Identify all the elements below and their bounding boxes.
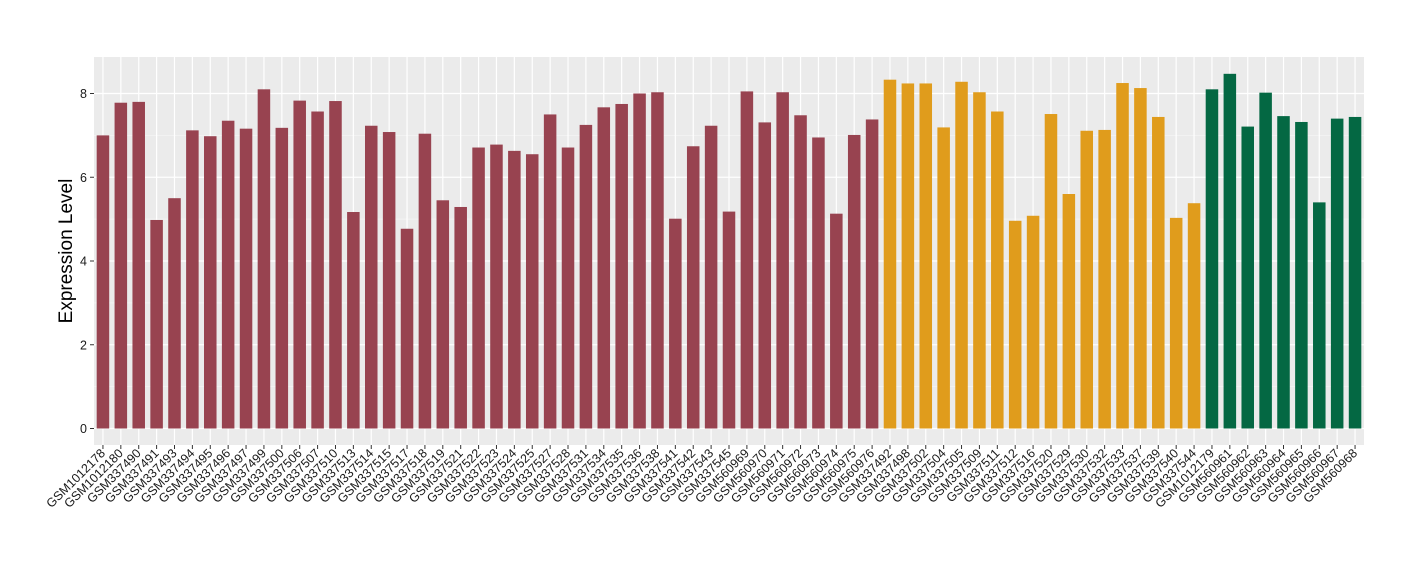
bar-GSM337528 (561, 147, 575, 429)
bar-GSM560965 (1295, 121, 1308, 429)
bar-GSM1012180 (114, 102, 128, 429)
bar-GSM337536 (633, 93, 646, 429)
bar-GSM560972 (794, 115, 807, 429)
bar-GSM337510 (329, 101, 342, 429)
bar-GSM337527 (543, 114, 557, 429)
bar-GSM560961 (1223, 73, 1237, 429)
bar-GSM337502 (919, 83, 933, 429)
bar-GSM337535 (615, 103, 628, 429)
bar-GSM337496 (221, 120, 235, 429)
bar-GSM337515 (382, 132, 396, 429)
y-axis: 0 2 4 6 8 (80, 87, 94, 436)
bar-GSM337497 (239, 128, 253, 429)
bar-GSM337529 (1062, 194, 1076, 429)
bar-GSM337490 (132, 101, 145, 429)
bars-layer (96, 73, 1362, 429)
bar-GSM337534 (597, 107, 611, 429)
bar-GSM337516 (1026, 215, 1040, 429)
bar-GSM337514 (364, 125, 378, 429)
bar-GSM337524 (508, 150, 521, 429)
bar-GSM337506 (293, 100, 306, 429)
bar-GSM337498 (901, 83, 915, 429)
bar-GSM337492 (883, 79, 897, 429)
bar-GSM337525 (525, 154, 539, 429)
bar-GSM560969 (740, 91, 754, 429)
bar-GSM337500 (275, 127, 289, 429)
bar-GSM337494 (186, 130, 199, 429)
bar-GSM337539 (1152, 116, 1165, 429)
bar-GSM560967 (1330, 118, 1344, 429)
bar-GSM337519 (436, 200, 450, 429)
bar-GSM337518 (418, 133, 432, 429)
bar-GSM560970 (758, 122, 772, 429)
bar-GSM1012178 (96, 135, 110, 429)
bar-GSM337505 (955, 81, 968, 429)
bar-GSM337541 (669, 218, 682, 429)
bar-GSM337542 (686, 146, 700, 429)
y-tick-label: 8 (80, 87, 87, 101)
bar-GSM337512 (1008, 220, 1022, 429)
bar-GSM337507 (311, 111, 324, 429)
bar-GSM337504 (937, 127, 950, 429)
bar-GSM337511 (991, 111, 1004, 429)
bar-GSM560963 (1259, 92, 1272, 429)
bar-GSM337521 (454, 206, 467, 429)
y-axis-title: Expression Level (56, 179, 77, 324)
bar-GSM560976 (865, 119, 879, 429)
bar-GSM337499 (257, 89, 271, 429)
bar-GSM560975 (847, 134, 861, 429)
bar-GSM337533 (1116, 83, 1129, 429)
bar-GSM337537 (1134, 88, 1147, 429)
bar-GSM560971 (776, 92, 789, 429)
bar-GSM337531 (579, 124, 593, 429)
bar-GSM560973 (812, 137, 825, 429)
bar-GSM337522 (472, 147, 485, 429)
bar-GSM337543 (704, 125, 718, 429)
y-tick-label: 2 (80, 338, 87, 352)
bar-GSM337513 (347, 212, 360, 429)
bar-GSM337523 (490, 144, 503, 429)
x-axis: GSM1012178GSM1012180GSM337490GSM337491GS… (44, 445, 1360, 511)
y-tick-label: 6 (80, 171, 87, 185)
bar-GSM560964 (1277, 116, 1290, 429)
bar-GSM337517 (400, 228, 414, 429)
y-tick-label: 4 (80, 255, 87, 269)
bar-GSM337491 (150, 219, 163, 429)
bar-GSM337540 (1169, 217, 1183, 429)
bar-GSM337495 (204, 136, 217, 429)
bar-GSM560968 (1348, 116, 1362, 429)
y-tick-label: 0 (80, 422, 87, 436)
bar-GSM337544 (1187, 203, 1201, 429)
bar-GSM337532 (1098, 129, 1111, 429)
bar-GSM337538 (651, 92, 664, 429)
bar-GSM560962 (1241, 126, 1254, 429)
bar-GSM560974 (830, 213, 843, 429)
bar-GSM337509 (973, 92, 986, 429)
bar-GSM337493 (168, 198, 181, 429)
bar-GSM560966 (1313, 202, 1326, 429)
bar-GSM337530 (1080, 130, 1094, 429)
bar-GSM1012179 (1205, 89, 1219, 429)
bar-GSM337520 (1044, 114, 1058, 429)
bar-GSM337545 (722, 211, 736, 429)
